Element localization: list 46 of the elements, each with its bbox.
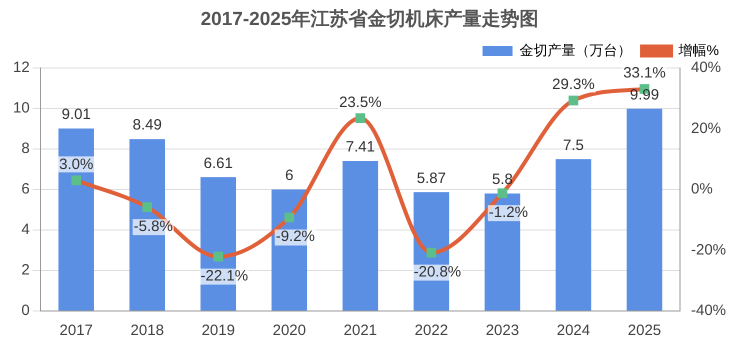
- x-tick-label: 2024: [556, 322, 590, 340]
- data-label: 8.49: [132, 116, 162, 134]
- data-label: 9.01: [62, 106, 91, 124]
- legend-label: 金切产量（万台）: [520, 42, 632, 58]
- data-label: 3.0%: [59, 156, 94, 174]
- data-label: 7.5: [563, 136, 584, 154]
- data-label: -1.2%: [488, 204, 528, 221]
- x-tick-label: 2020: [272, 322, 306, 340]
- data-label: -20.8%: [414, 263, 462, 280]
- y-tick-label: 10: [12, 100, 30, 117]
- bar: [58, 128, 94, 310]
- data-label: -9.2%: [276, 228, 315, 246]
- y-tick-label: 0: [21, 302, 30, 320]
- y-tick-label: 4: [21, 221, 30, 238]
- x-tick-label: 2019: [202, 322, 235, 340]
- bar: [556, 159, 592, 310]
- data-label: 5.87: [416, 170, 446, 187]
- y2-tick-label: 40%: [690, 59, 722, 76]
- bar: [626, 108, 662, 310]
- data-label: 33.1%: [623, 64, 666, 82]
- y-tick-label: 6: [21, 180, 30, 198]
- data-label: 6.61: [204, 154, 233, 172]
- data-label: -5.8%: [134, 218, 173, 235]
- data-label: 29.3%: [552, 76, 595, 94]
- x-tick-label: 2025: [628, 322, 662, 340]
- x-tick-label: 2022: [414, 322, 448, 340]
- legend-label: 增幅%: [678, 42, 720, 58]
- bar: [342, 160, 378, 310]
- x-tick-label: 2017: [60, 322, 93, 340]
- chart-title: 2017-2025年江苏省金切机床产量走势图: [200, 8, 540, 32]
- y2-tick-label: -20%: [690, 241, 726, 258]
- data-label: 9.99: [630, 86, 660, 104]
- x-tick-label: 2018: [130, 322, 164, 340]
- y2-tick-label: -40%: [690, 302, 726, 320]
- y-tick-label: 8: [21, 140, 30, 158]
- data-label: 5.8: [492, 171, 513, 188]
- y-tick-label: 12: [12, 59, 30, 76]
- y2-tick-label: 0%: [690, 180, 713, 198]
- data-label: 7.41: [346, 138, 375, 156]
- data-label: 6: [285, 167, 294, 184]
- data-label: -22.1%: [200, 267, 248, 284]
- x-tick-label: 2021: [344, 322, 378, 340]
- data-label: 23.5%: [339, 94, 382, 111]
- y2-tick-label: 20%: [690, 120, 722, 137]
- x-tick-label: 2023: [486, 322, 520, 340]
- y-tick-label: 2: [21, 262, 30, 279]
